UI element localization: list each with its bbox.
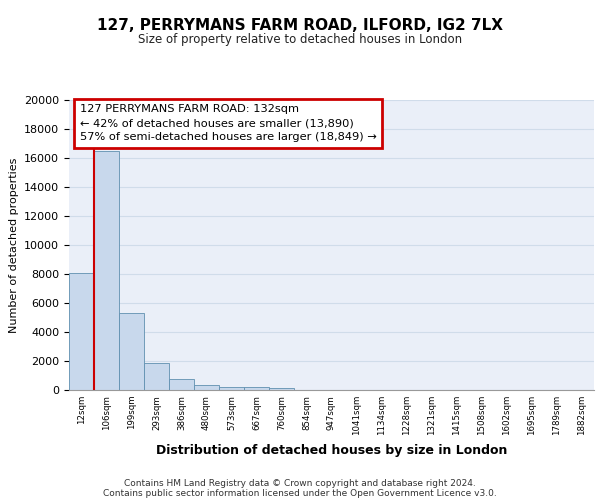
Bar [219,386,244,390]
Text: 127 PERRYMANS FARM ROAD: 132sqm
← 42% of detached houses are smaller (13,890)
57: 127 PERRYMANS FARM ROAD: 132sqm ← 42% of… [79,104,376,142]
Bar [144,363,169,390]
Bar [119,313,144,390]
Bar [94,151,119,390]
X-axis label: Distribution of detached houses by size in London: Distribution of detached houses by size … [156,444,507,456]
Text: 127, PERRYMANS FARM ROAD, ILFORD, IG2 7LX: 127, PERRYMANS FARM ROAD, ILFORD, IG2 7L… [97,18,503,32]
Bar [169,378,194,390]
Text: Size of property relative to detached houses in London: Size of property relative to detached ho… [138,32,462,46]
Bar [69,272,94,390]
Bar [269,388,294,390]
Text: Contains HM Land Registry data © Crown copyright and database right 2024.: Contains HM Land Registry data © Crown c… [124,478,476,488]
Bar [194,385,219,390]
Text: Contains public sector information licensed under the Open Government Licence v3: Contains public sector information licen… [103,488,497,498]
Y-axis label: Number of detached properties: Number of detached properties [8,158,19,332]
Bar [244,388,269,390]
